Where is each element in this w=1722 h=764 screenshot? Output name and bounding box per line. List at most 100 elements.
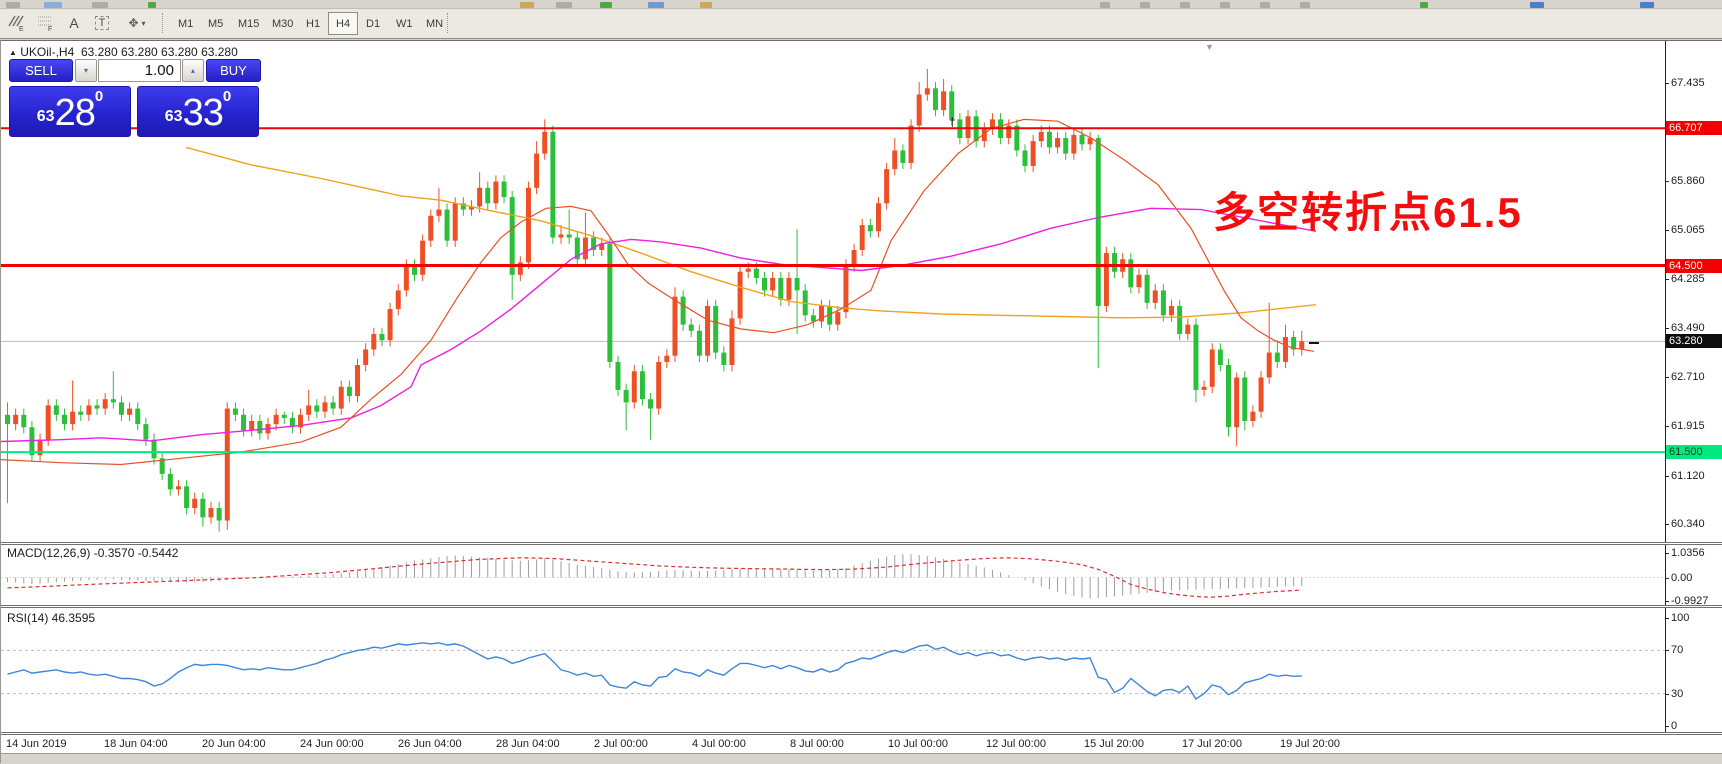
- price-tick-label: 67.435: [1671, 77, 1705, 89]
- rsi-tick-label: 100: [1671, 612, 1690, 624]
- sell-button[interactable]: SELL: [9, 59, 73, 82]
- window-bottom-strip: [1, 753, 1722, 764]
- volume-increase-button[interactable]: ▴: [182, 59, 204, 82]
- axis-tick: [1665, 328, 1669, 330]
- buy-price-big: 33: [182, 92, 224, 134]
- timeframe-button-h4[interactable]: H4: [328, 12, 359, 35]
- macd-panel-separator[interactable]: [1, 542, 1722, 545]
- axis-tick: [1665, 524, 1669, 526]
- collapse-triangle-icon[interactable]: ▲: [9, 48, 17, 57]
- timeframe-button-m5[interactable]: M5: [208, 17, 224, 30]
- price-badge-61.500: 61.500: [1666, 445, 1722, 460]
- axis-tick: [1665, 278, 1669, 280]
- trade-top-row: SELL ▾ ▴ BUY: [9, 59, 261, 82]
- axis-tick: [1665, 726, 1669, 727]
- axis-tick: [1665, 426, 1669, 428]
- partial-icon: [700, 2, 712, 8]
- rsi-panel-separator[interactable]: [1, 605, 1722, 608]
- price-badge-63.280: 63.280: [1666, 334, 1722, 349]
- partial-icon: [6, 2, 20, 8]
- partial-icon: [148, 2, 156, 8]
- arrange-icon[interactable]: ✥ ▾: [120, 12, 154, 34]
- toolbar-separator: [162, 13, 166, 33]
- rsi-tick-label: 70: [1671, 644, 1684, 657]
- cursor-cross-marker: †: [949, 115, 956, 129]
- partial-icon: [1220, 2, 1230, 8]
- price-tick-label: 61.120: [1671, 469, 1705, 482]
- chinese-annotation: 多空转折点61.5: [1213, 189, 1523, 236]
- price-badge-64.500: 64.500: [1666, 258, 1722, 273]
- axis-tick: [1665, 618, 1669, 619]
- toolbar: E F A T ✥ ▾ M1 M5 M15 M30 H1 H4 D1 W1 MN: [0, 9, 1722, 39]
- indicators-icon[interactable]: E: [4, 12, 28, 34]
- chart-quotes: 63.280 63.280 63.280 63.280: [80, 45, 238, 59]
- buy-price-prefix: 63: [164, 108, 183, 125]
- date-axis[interactable]: 14 Jun 2019 18 Jun 04:00 20 Jun 04:00 24 Ju…: [1, 735, 1722, 753]
- rsi-label: RSI(14) 46.3595: [7, 611, 96, 625]
- volume-decrease-button[interactable]: ▾: [75, 59, 97, 82]
- timeframe-button-mn[interactable]: MN: [426, 17, 444, 30]
- macd-tick-label: 1.0356: [1671, 547, 1705, 560]
- sell-price-big: 28: [54, 92, 96, 134]
- partial-icon: [600, 2, 612, 8]
- timeframe-button-h1[interactable]: H1: [306, 17, 321, 30]
- partial-icon: [648, 2, 664, 8]
- text-box-icon[interactable]: T: [90, 12, 114, 34]
- axis-tick: [1665, 553, 1669, 555]
- partial-icon: [1100, 2, 1110, 8]
- chart-shift-marker-icon[interactable]: ▼: [1205, 42, 1214, 52]
- price-tick-label: 63.490: [1671, 322, 1705, 335]
- macd-tick-label: 0.00: [1671, 571, 1693, 584]
- axis-tick: [1665, 83, 1669, 84]
- buy-button[interactable]: BUY: [206, 59, 261, 82]
- axis-tick: [1665, 230, 1669, 232]
- partial-icon: [92, 2, 108, 8]
- partial-icon: [1640, 2, 1654, 8]
- timeframe-button-m15[interactable]: M15: [238, 17, 260, 30]
- price-tick-label: 64.285: [1671, 272, 1705, 285]
- text-box-t-glyph: T: [94, 16, 110, 30]
- last-price-tick: [1309, 342, 1319, 344]
- sell-price-prefix: 63: [36, 108, 55, 125]
- chart-title: ▲ UKOil-,H4 63.280 63.280 63.280 63.280: [9, 45, 238, 59]
- sell-price-button[interactable]: 63 28 0: [9, 86, 131, 137]
- partial-icon: [1420, 2, 1428, 8]
- date-label: 26 Jun 04:00: [398, 738, 462, 750]
- partial-icon: [556, 2, 572, 8]
- axis-tick: [1665, 376, 1669, 378]
- macd-label: MACD(12,26,9) -0.3570 -0.5442: [7, 546, 179, 560]
- timeframe-button-w1[interactable]: W1: [396, 17, 413, 30]
- date-label: 8 Jul 00:00: [790, 738, 844, 750]
- date-label: 24 Jun 00:00: [300, 738, 364, 750]
- volume-input[interactable]: [98, 59, 181, 82]
- date-label: 2 Jul 00:00: [594, 738, 648, 750]
- buy-price-button[interactable]: 63 33 0: [137, 86, 259, 137]
- hatch-icon: E: [8, 15, 24, 32]
- date-label: 20 Jun 04:00: [202, 738, 266, 750]
- diamond-arrows-glyph: ✥: [128, 16, 139, 30]
- date-label: 18 Jun 04:00: [104, 738, 168, 750]
- chevron-down-icon: ▾: [141, 18, 146, 28]
- timeframe-button-d1[interactable]: D1: [366, 17, 381, 30]
- date-label: 14 Jun 2019: [6, 738, 67, 750]
- chart-symbol: UKOil-,H4: [20, 45, 75, 59]
- rsi-tick-label: 30: [1671, 687, 1684, 700]
- partial-icon: [1530, 2, 1544, 8]
- grid-icon[interactable]: F: [34, 12, 58, 34]
- date-label: 19 Jul 20:00: [1280, 738, 1340, 750]
- grid-f-glyph: F: [48, 26, 52, 32]
- partial-icon: [1300, 2, 1310, 8]
- price-tick-label: 60.340: [1671, 518, 1705, 531]
- chart-canvas[interactable]: [1, 41, 1722, 763]
- text-label-icon[interactable]: A: [69, 15, 79, 31]
- hatch-e-glyph: E: [19, 26, 24, 32]
- axis-tick: [1665, 600, 1669, 602]
- timeframe-button-m30[interactable]: M30: [272, 17, 294, 30]
- top-toolbar-partial: [0, 0, 1722, 9]
- date-label: 12 Jul 00:00: [986, 738, 1046, 750]
- date-label: 15 Jul 20:00: [1084, 738, 1144, 750]
- price-tick-label: 65.065: [1671, 224, 1705, 237]
- price-tick-label: 62.710: [1671, 370, 1705, 383]
- timeframe-button-m1[interactable]: M1: [178, 17, 194, 30]
- date-label: 28 Jun 04:00: [496, 738, 560, 750]
